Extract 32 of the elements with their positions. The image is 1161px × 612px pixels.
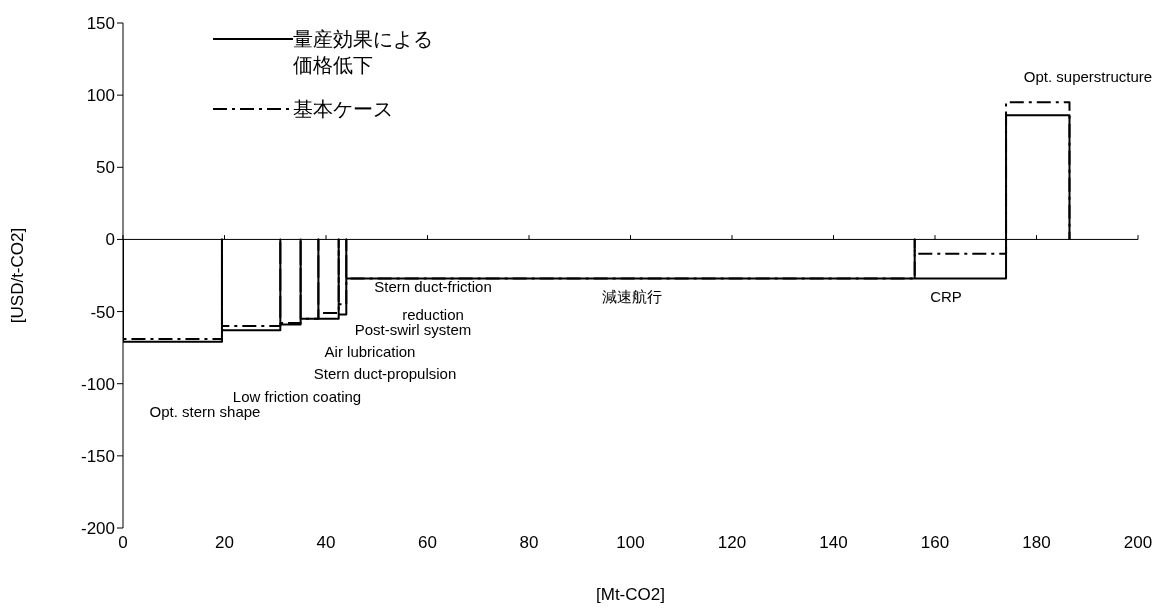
annotation: Opt. superstructure [1023,67,1153,85]
annotation: CRP [930,287,962,305]
annotation: Post-swirl system [354,320,472,338]
y-tick-label: -50 [90,302,115,322]
annotation: Stern duct-friction reduction [374,277,492,323]
y-tick-label: 50 [96,158,115,178]
x-tick-label: 120 [717,533,747,553]
y-axis-title: [USD/t-CO2] [8,227,28,324]
annotation: Opt. stern shape [149,402,261,420]
legend-label: 基本ケース [293,97,394,122]
y-tick-label: 0 [105,230,115,250]
y-tick-label: -200 [80,519,115,539]
x-tick-label: 100 [616,533,645,553]
x-tick-label: 200 [1123,533,1153,553]
x-tick-label: 80 [519,533,539,553]
annotation: Stern duct-propulsion [313,364,457,382]
x-tick-label: 140 [819,533,848,553]
x-axis-title: [Mt-CO2] [596,585,665,604]
annotation: 減速航行 [602,287,662,305]
x-tick-label: 0 [118,533,128,553]
x-tick-label: 40 [316,533,336,553]
legend-label: 量産効果による価格低下 [293,27,434,78]
y-tick-label: -100 [80,374,115,394]
x-tick-label: 60 [418,533,437,553]
y-tick-label: 150 [86,14,115,34]
x-tick-label: 180 [1022,533,1051,553]
y-tick-label: -150 [80,446,115,466]
annotation: Air lubrication [324,342,416,360]
annotation: Low friction coating [232,387,362,405]
x-tick-label: 20 [215,533,234,553]
y-tick-label: 100 [86,86,115,106]
x-tick-label: 160 [920,533,950,553]
